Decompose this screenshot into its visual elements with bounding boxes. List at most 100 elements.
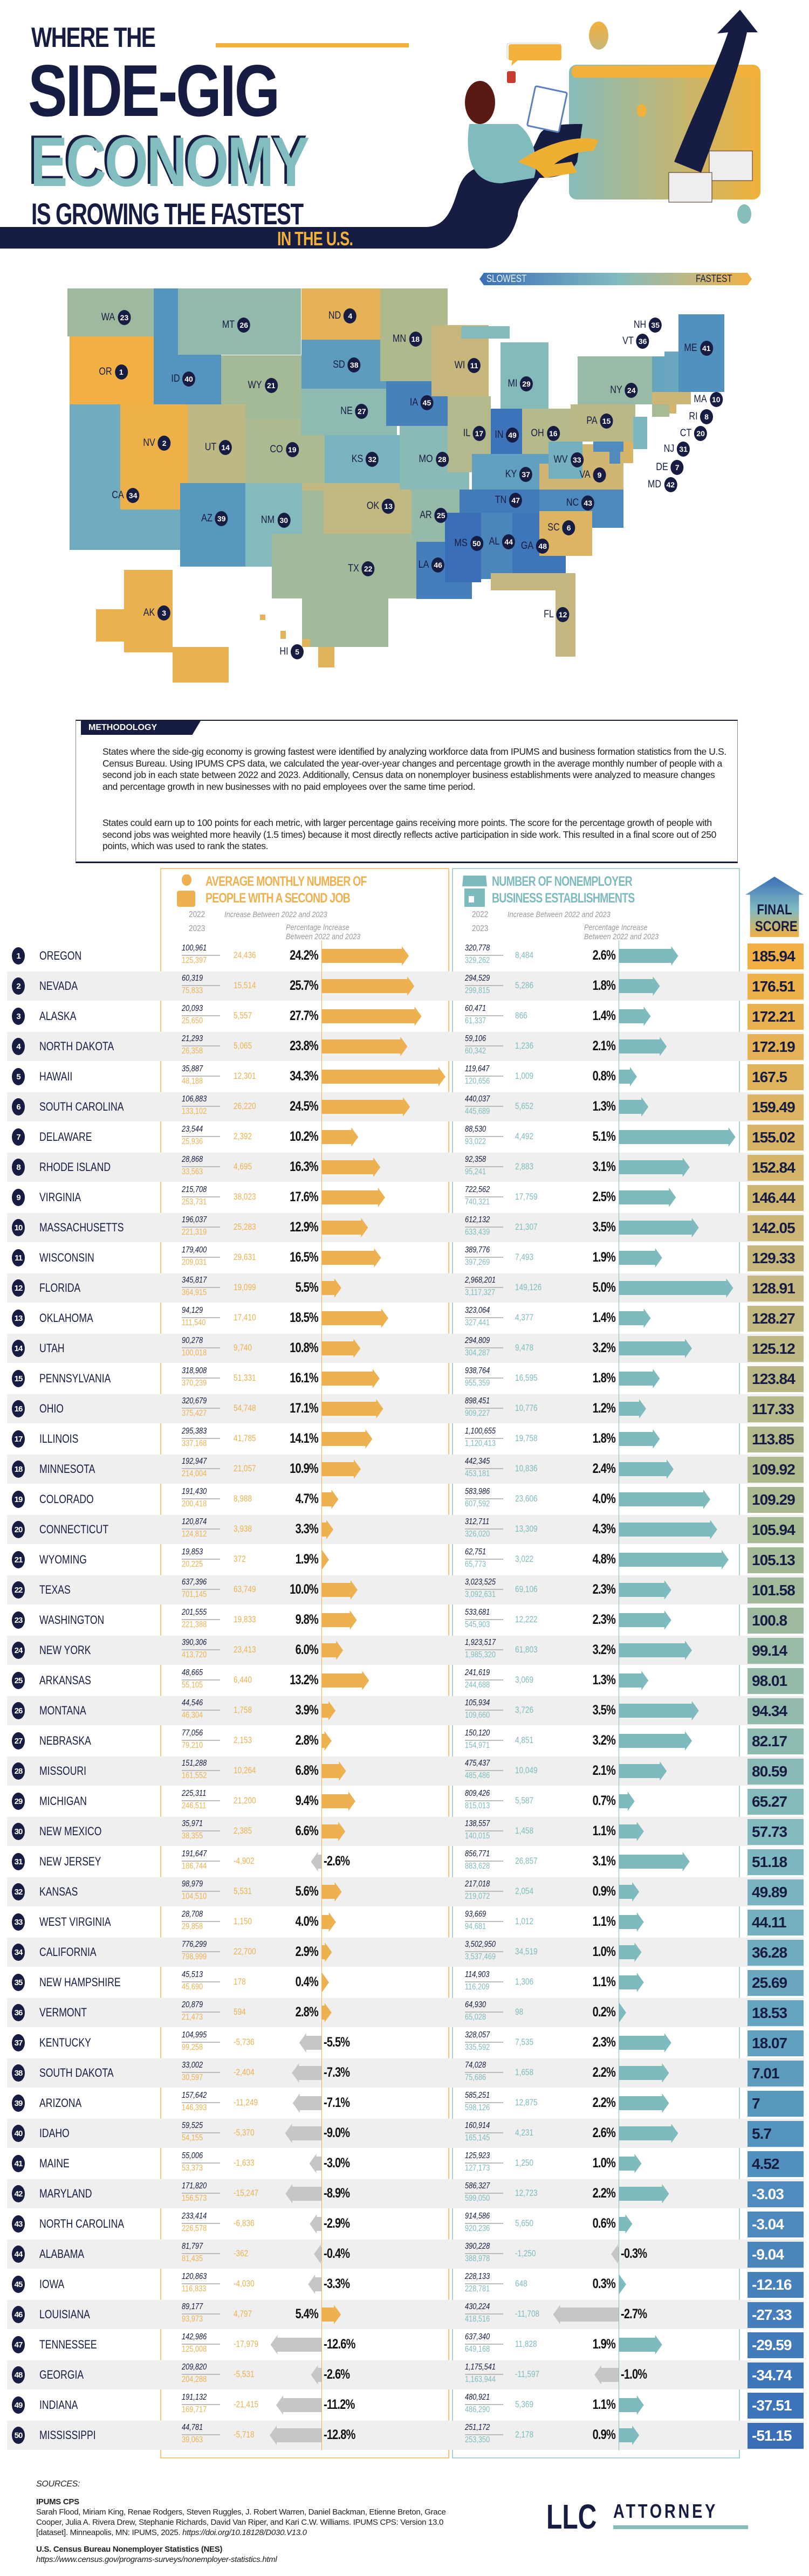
title-line-4: IS GROWING THE FASTEST	[31, 197, 304, 231]
jobs-bar-arrow	[321, 1158, 380, 1177]
final-score: 4.52	[748, 2151, 804, 2177]
state-abbr: DE	[656, 462, 668, 473]
state-name: MINNESOTA	[39, 1462, 95, 1476]
state-name: ARKANSAS	[39, 1673, 91, 1687]
jobs-increase: -6,836	[234, 2218, 255, 2228]
legend-pct-1: Percentage Increase	[584, 923, 648, 932]
divider	[465, 1377, 503, 1379]
methodology-label: METHODOLOGY	[81, 721, 201, 735]
state-label-ok: OK 13	[366, 499, 395, 514]
table-row: 23 WASHINGTON 201,555 221,388 19,833 9.8% 533,…	[7, 1606, 804, 1635]
biz-2022: 105,934	[465, 1698, 490, 1707]
rank-badge: 21	[12, 1551, 25, 1568]
jobs-2023: 226,578	[182, 2224, 207, 2233]
divider	[182, 1408, 220, 1409]
final-score: 105.94	[748, 1517, 804, 1543]
divider	[182, 1498, 220, 1499]
final-score: 80.59	[748, 1759, 804, 1785]
divider	[465, 1800, 503, 1801]
source-1-link[interactable]: https://doi.org/10.18128/D030.V13.0	[182, 2528, 307, 2537]
biz-2023: 95,241	[465, 1167, 486, 1176]
state-abbr: NV	[143, 437, 155, 449]
state-name: NEW YORK	[39, 1643, 91, 1657]
biz-2022: 60,471	[465, 1004, 486, 1013]
jobs-2023: 81,435	[182, 2254, 203, 2263]
biz-2023: 1,985,320	[465, 1650, 496, 1659]
biz-increase: 3,726	[515, 1705, 534, 1715]
source-2-link[interactable]: https://www.census.gov/programs-surveys/…	[36, 2555, 277, 2564]
legend-slowest-label: SLOWEST	[486, 273, 527, 285]
biz-2023: 165,145	[465, 2133, 490, 2143]
table-row: 27 NEBRASKA 77,056 79,210 2,153 2.8% 150,120 15…	[7, 1726, 804, 1755]
jobs-increase: -5,531	[234, 2369, 255, 2379]
biz-bar-arrow	[619, 1973, 644, 1992]
final-score: 94.34	[748, 1698, 804, 1724]
jobs-increase: 8,988	[234, 1493, 252, 1504]
biz-2022: 533,681	[465, 1608, 490, 1617]
rank-badge: 3	[157, 605, 171, 621]
biz-2023: 127,173	[465, 2164, 490, 2173]
biz-bar-arrow	[619, 1308, 651, 1328]
rank-badge: 24	[625, 383, 638, 398]
jobs-increase: 17,410	[234, 1312, 256, 1323]
state-name: WISCONSIN	[39, 1251, 94, 1264]
state-ca	[120, 509, 180, 550]
state-label-ny: NY 24	[609, 383, 638, 398]
biz-bar-arrow	[594, 2365, 619, 2385]
state-label-mo: MO 28	[417, 452, 449, 467]
biz-increase: 1,012	[515, 1916, 534, 1926]
jobs-pct: 17.6%	[290, 1189, 319, 1204]
rank-badge: 8	[12, 1159, 25, 1176]
divider	[465, 1619, 503, 1620]
state-abbr: SC	[547, 522, 560, 533]
jobs-2022: 59,525	[182, 2121, 203, 2130]
rank-badge: 10	[709, 392, 723, 407]
jobs-pct: 14.1%	[290, 1431, 319, 1446]
state-label-oh: OH 16	[530, 426, 560, 441]
divider	[182, 1559, 220, 1560]
biz-pct: 1.8%	[592, 978, 616, 993]
biz-increase: 26,857	[515, 1856, 538, 1866]
biz-bar-arrow	[619, 1158, 690, 1177]
state-hi	[318, 647, 334, 667]
jobs-2022: 20,093	[182, 1004, 203, 1013]
table-row: 3 ALASKA 20,093 25,650 5,557 27.7% 60,471 61,33…	[7, 1002, 804, 1031]
jobs-2022: 60,319	[182, 974, 203, 983]
biz-increase: 17,759	[515, 1191, 538, 1202]
state-abbr: NJ	[663, 443, 675, 454]
jobs-pct: 34.3%	[290, 1069, 319, 1084]
state-label-co: CO 19	[269, 442, 299, 457]
rank-badge: 35	[12, 1974, 25, 1991]
jobs-pct: 1.9%	[295, 1552, 319, 1567]
rank-badge: 24	[12, 1642, 25, 1659]
biz-2022: 92,358	[465, 1155, 486, 1164]
jobs-2022: 151,288	[182, 1759, 207, 1768]
source-1-text: Sarah Flood, Miriam King, Renae Rodgers,…	[36, 2508, 446, 2537]
rank-badge: 22	[12, 1581, 25, 1599]
jobs-2022: 44,781	[182, 2423, 203, 2432]
final-score: 142.05	[748, 1215, 804, 1241]
biz-2022: 389,776	[465, 1245, 490, 1255]
biz-2023: 116,209	[465, 1982, 490, 1992]
jobs-2023: 20,225	[182, 1560, 203, 1569]
jobs-pct: 2.9%	[295, 1944, 319, 1959]
jobs-bar-arrow	[310, 2214, 321, 2234]
biz-2022: 241,619	[465, 1668, 490, 1677]
jobs-bar-arrow	[321, 1822, 345, 1841]
state-label-nm: NM 30	[260, 513, 291, 528]
jobs-increase: 23,413	[234, 1644, 256, 1655]
divider	[182, 2132, 220, 2133]
state-nh	[664, 352, 678, 392]
final-score: -29.59	[748, 2332, 804, 2358]
biz-pct: 5.0%	[592, 1280, 616, 1295]
growth-arrow-icon	[674, 10, 758, 173]
jobs-pct: -0.4%	[324, 2246, 350, 2261]
biz-2022: 475,437	[465, 1759, 490, 1768]
jobs-increase: 25,283	[234, 1222, 256, 1232]
jobs-pct: 16.3%	[290, 1159, 319, 1174]
biz-2023: 304,287	[465, 1348, 490, 1358]
table-row: 39 ARIZONA 157,642 146,393 -11,249 -7.1% 585,2…	[7, 2089, 804, 2118]
biz-2023: 955,359	[465, 1379, 490, 1388]
state-label-ma: MA 10	[693, 392, 723, 407]
table-row: 7 DELAWARE 23,544 25,936 2,392 10.2% 88,530 93,…	[7, 1122, 804, 1152]
